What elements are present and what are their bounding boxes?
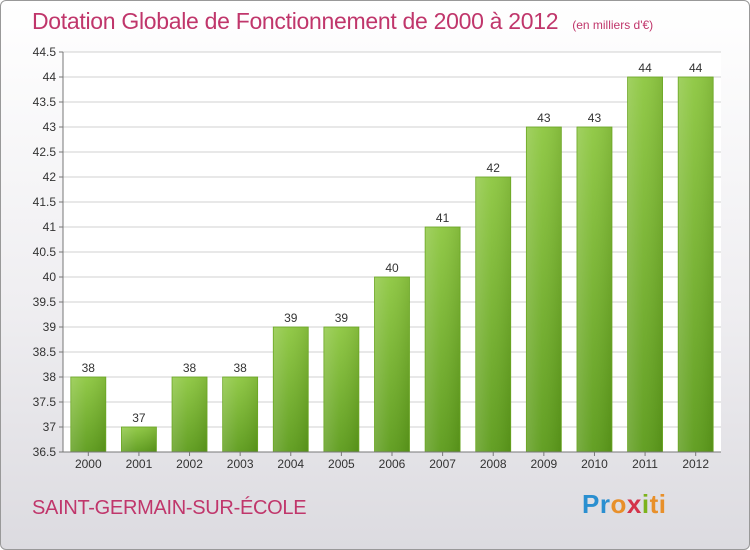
x-tick-label: 2008: [480, 457, 507, 471]
chart-title: Dotation Globale de Fonctionnement de 20…: [32, 8, 559, 34]
bar-value-label: 38: [183, 361, 197, 375]
bar-shine: [172, 377, 208, 452]
x-tick-label: 2007: [429, 457, 456, 471]
bar-value-label: 44: [638, 61, 652, 75]
x-tick-label: 2011: [632, 457, 658, 471]
bar-value-label: 43: [588, 111, 602, 125]
y-tick-label: 41.5: [33, 195, 57, 209]
y-tick-label: 38.5: [33, 345, 57, 359]
bar-shine: [678, 77, 714, 452]
y-tick-label: 39.5: [33, 295, 57, 309]
x-tick-label: 2002: [176, 457, 203, 471]
bar-shine: [121, 427, 157, 452]
y-tick-label: 44: [43, 70, 57, 84]
y-tick-label: 38: [43, 370, 57, 384]
title-line: Dotation Globale de Fonctionnement de 20…: [32, 8, 653, 35]
x-tick-label: 2001: [126, 457, 153, 471]
bar-value-label: 41: [436, 211, 450, 225]
y-tick-label: 42: [43, 170, 57, 184]
y-tick-label: 42.5: [33, 145, 57, 159]
proxiti-logo: Proxiti: [582, 489, 666, 520]
bar-value-label: 40: [385, 261, 399, 275]
bar-shine: [273, 327, 309, 452]
y-tick-label: 43.5: [33, 95, 57, 109]
y-tick-label: 40.5: [33, 245, 57, 259]
bar-value-label: 43: [537, 111, 551, 125]
y-tick-label: 41: [43, 220, 57, 234]
y-tick-label: 44.5: [33, 45, 57, 59]
y-tick-label: 43: [43, 120, 57, 134]
x-tick-label: 2010: [581, 457, 608, 471]
bar-shine: [627, 77, 663, 452]
y-tick-label: 37: [43, 420, 57, 434]
bar-shine: [374, 277, 410, 452]
x-tick-label: 2004: [277, 457, 304, 471]
bar-shine: [70, 377, 106, 452]
bar-shine: [475, 177, 511, 452]
bar-shine: [425, 227, 461, 452]
logo-part-o: o: [610, 489, 627, 519]
commune-name: SAINT-GERMAIN-SUR-ÉCOLE: [32, 497, 307, 519]
logo-part-pr: Pr: [582, 489, 611, 519]
bar-value-label: 42: [487, 161, 501, 175]
bar-value-label: 38: [82, 361, 96, 375]
logo-part-x: x: [626, 489, 642, 519]
x-tick-label: 2006: [379, 457, 406, 471]
bar-shine: [323, 327, 359, 452]
bar-value-label: 39: [335, 311, 349, 325]
bar-shine: [576, 127, 612, 452]
x-tick-label: 2009: [530, 457, 557, 471]
bar-value-label: 37: [132, 411, 146, 425]
bar-shine: [222, 377, 258, 452]
logo-part-ti: ti: [649, 489, 667, 519]
y-tick-label: 36.5: [33, 445, 57, 459]
bar-value-label: 38: [233, 361, 247, 375]
logo-part-i: i: [641, 489, 650, 519]
bar-value-label: 44: [689, 61, 703, 75]
bar-shine: [526, 127, 562, 452]
bar-value-label: 39: [284, 311, 298, 325]
x-tick-label: 2005: [328, 457, 355, 471]
y-tick-label: 40: [43, 270, 57, 284]
y-tick-label: 39: [43, 320, 57, 334]
x-tick-label: 2000: [75, 457, 102, 471]
unit-label: (en milliers d'€): [572, 18, 654, 32]
x-tick-label: 2012: [682, 457, 709, 471]
x-tick-label: 2003: [227, 457, 254, 471]
y-tick-label: 37.5: [33, 395, 57, 409]
